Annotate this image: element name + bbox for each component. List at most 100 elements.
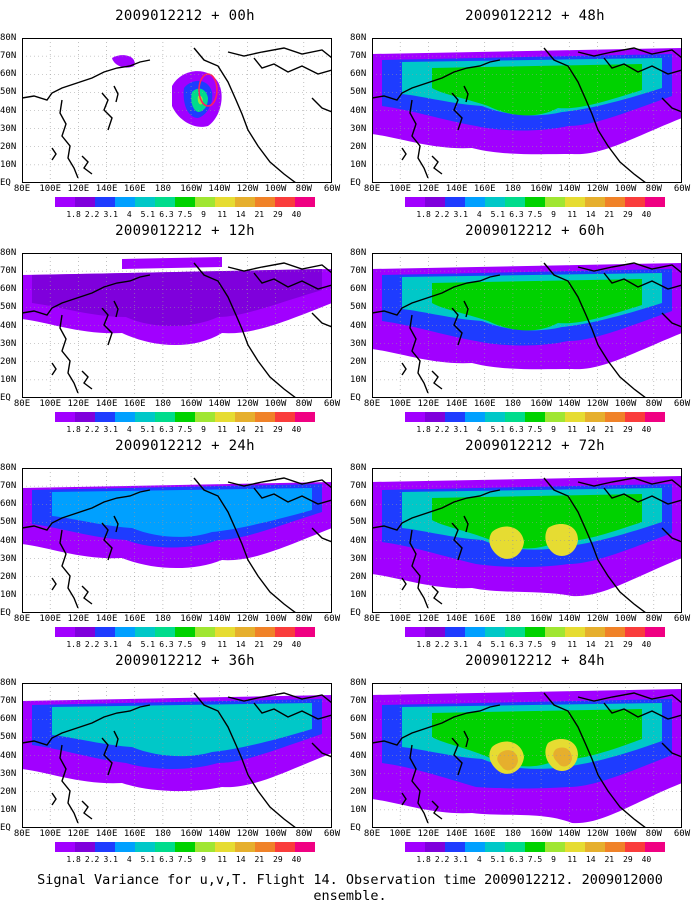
lat-label: EQ — [350, 823, 361, 833]
coastline — [227, 262, 332, 274]
colorbar-swatch — [445, 627, 465, 637]
panel-title: 2009012212 + 00h — [115, 8, 255, 24]
colorbar-labels: 1.8 2.2 3.1 4 5.1 6.3 7.5 9 11 14 21 29 40 — [405, 640, 665, 650]
coastline — [577, 262, 682, 274]
coastline — [401, 362, 407, 376]
colorbar-tick-label: 5.1 — [490, 640, 506, 649]
panel-title: 2009012212 + 72h — [465, 438, 605, 454]
colorbar-swatch — [295, 412, 315, 422]
lat-label: 80N — [0, 248, 17, 258]
map-area — [372, 38, 682, 183]
colorbar-swatch — [115, 412, 135, 422]
lat-label: 30N — [350, 338, 367, 349]
colorbar-tick-label: 21 — [604, 855, 615, 864]
colorbar-swatch — [425, 627, 445, 637]
colorbar-tick-label: 5.1 — [140, 425, 156, 434]
colorbar-tick-label: 40 — [641, 210, 652, 219]
coastline — [51, 577, 57, 591]
lat-label: 30N — [0, 123, 17, 134]
lat-label: 30N — [0, 338, 17, 349]
colorbar-swatch — [135, 197, 155, 207]
colorbar-tick-label: 6.3 — [159, 425, 174, 434]
lon-label: 80W — [295, 829, 312, 839]
coastline — [463, 515, 469, 533]
colorbar-labels: 1.8 2.2 3.1 4 5.1 6.3 7.5 9 11 14 21 29 40 — [55, 855, 315, 865]
lon-label: 160W — [180, 184, 202, 194]
colorbar-swatch — [95, 842, 115, 852]
map-frame — [372, 683, 682, 828]
colorbar-swatch — [195, 197, 215, 207]
map-frame — [22, 468, 332, 613]
lat-label: EQ — [350, 608, 361, 618]
lon-label: 60W — [323, 829, 341, 839]
colorbar-tick-label: 14 — [235, 640, 246, 649]
lon-label: 60W — [673, 614, 691, 624]
lat-label: 80N — [350, 463, 367, 473]
coastline — [311, 312, 332, 328]
map-panel-p72: 2009012212 + 72h 80N 70N 60N 50N 40N 30N 20N 10N… — [350, 438, 700, 650]
lon-label: 100E — [389, 399, 412, 409]
colorbar-tick-label: 7.5 — [177, 425, 193, 434]
lat-label: 60N — [0, 69, 17, 80]
colorbar-tick-label: 29 — [273, 640, 283, 649]
lat-label: 30N — [0, 553, 17, 564]
map-frame — [22, 38, 332, 183]
colorbar-swatch — [645, 412, 665, 422]
colorbar-tick-label: 4 — [126, 855, 132, 864]
colorbar-swatch — [255, 412, 275, 422]
colorbar-swatch — [75, 412, 95, 422]
map-panel-p60: 2009012212 + 60h 80N 70N 60N 50N 40N 30N 20N 10N… — [350, 223, 700, 434]
lon-label: 160E — [473, 614, 496, 624]
colorbar-tick-label: 5.1 — [140, 210, 156, 219]
lon-label: 100W — [264, 829, 287, 839]
lat-label: 10N — [350, 159, 367, 170]
colorbar-tick-label: 9 — [551, 425, 556, 434]
colorbar-swatch — [275, 842, 295, 852]
colorbar-swatch — [155, 627, 175, 637]
colorbar-tick-label: 14 — [585, 425, 596, 434]
coastline — [463, 300, 469, 318]
lon-label: 120W — [586, 614, 609, 624]
colorbar-swatch — [565, 627, 585, 637]
colorbar-swatch — [585, 842, 605, 852]
colorbar-tick-label: 21 — [254, 210, 265, 219]
lon-label: 80W — [295, 399, 312, 409]
coastline — [193, 477, 297, 613]
colorbar-swatch — [525, 412, 545, 422]
lon-label: 80W — [645, 829, 662, 839]
coastline — [51, 362, 57, 376]
panel-title: 2009012212 + 36h — [115, 653, 255, 669]
map-area — [372, 253, 682, 398]
colorbar — [55, 627, 315, 637]
colorbar-swatch — [255, 842, 275, 852]
colorbar-tick-label: 1.8 — [66, 855, 81, 864]
colorbar-tick-label: 14 — [585, 855, 596, 864]
lon-label: 160E — [123, 399, 146, 409]
lon-label: 140W — [558, 399, 581, 409]
colorbar — [405, 627, 665, 637]
lat-label: 20N — [350, 356, 367, 367]
colorbar-swatch — [55, 412, 75, 422]
colorbar-tick-label: 4 — [476, 640, 482, 649]
lat-label: EQ — [350, 178, 361, 188]
colorbar-tick-label: 14 — [235, 210, 246, 219]
lon-label: 80E — [13, 829, 31, 839]
colorbar-swatch — [565, 197, 585, 207]
colorbar-tick-label: 1.8 — [416, 640, 431, 649]
map-panel-p24: 2009012212 + 24h 80N 70N 60N 50N 40N 30N 20N 10N… — [0, 438, 350, 649]
coastline — [401, 792, 407, 806]
lat-label: 60N — [350, 69, 367, 80]
lon-label: 160E — [473, 184, 496, 194]
lon-label: 100W — [264, 614, 287, 624]
colorbar-tick-label: 2.2 — [434, 855, 450, 864]
coastline — [603, 57, 682, 75]
colorbar-swatch — [645, 197, 665, 207]
coastline — [372, 489, 501, 531]
colorbar-swatch — [625, 412, 645, 422]
coastline — [311, 97, 332, 113]
lon-label: 80E — [13, 614, 31, 624]
colorbar-tick-label: 29 — [623, 425, 633, 434]
variance-field — [372, 476, 682, 597]
colorbar-swatch — [75, 842, 95, 852]
map-area — [372, 683, 682, 828]
